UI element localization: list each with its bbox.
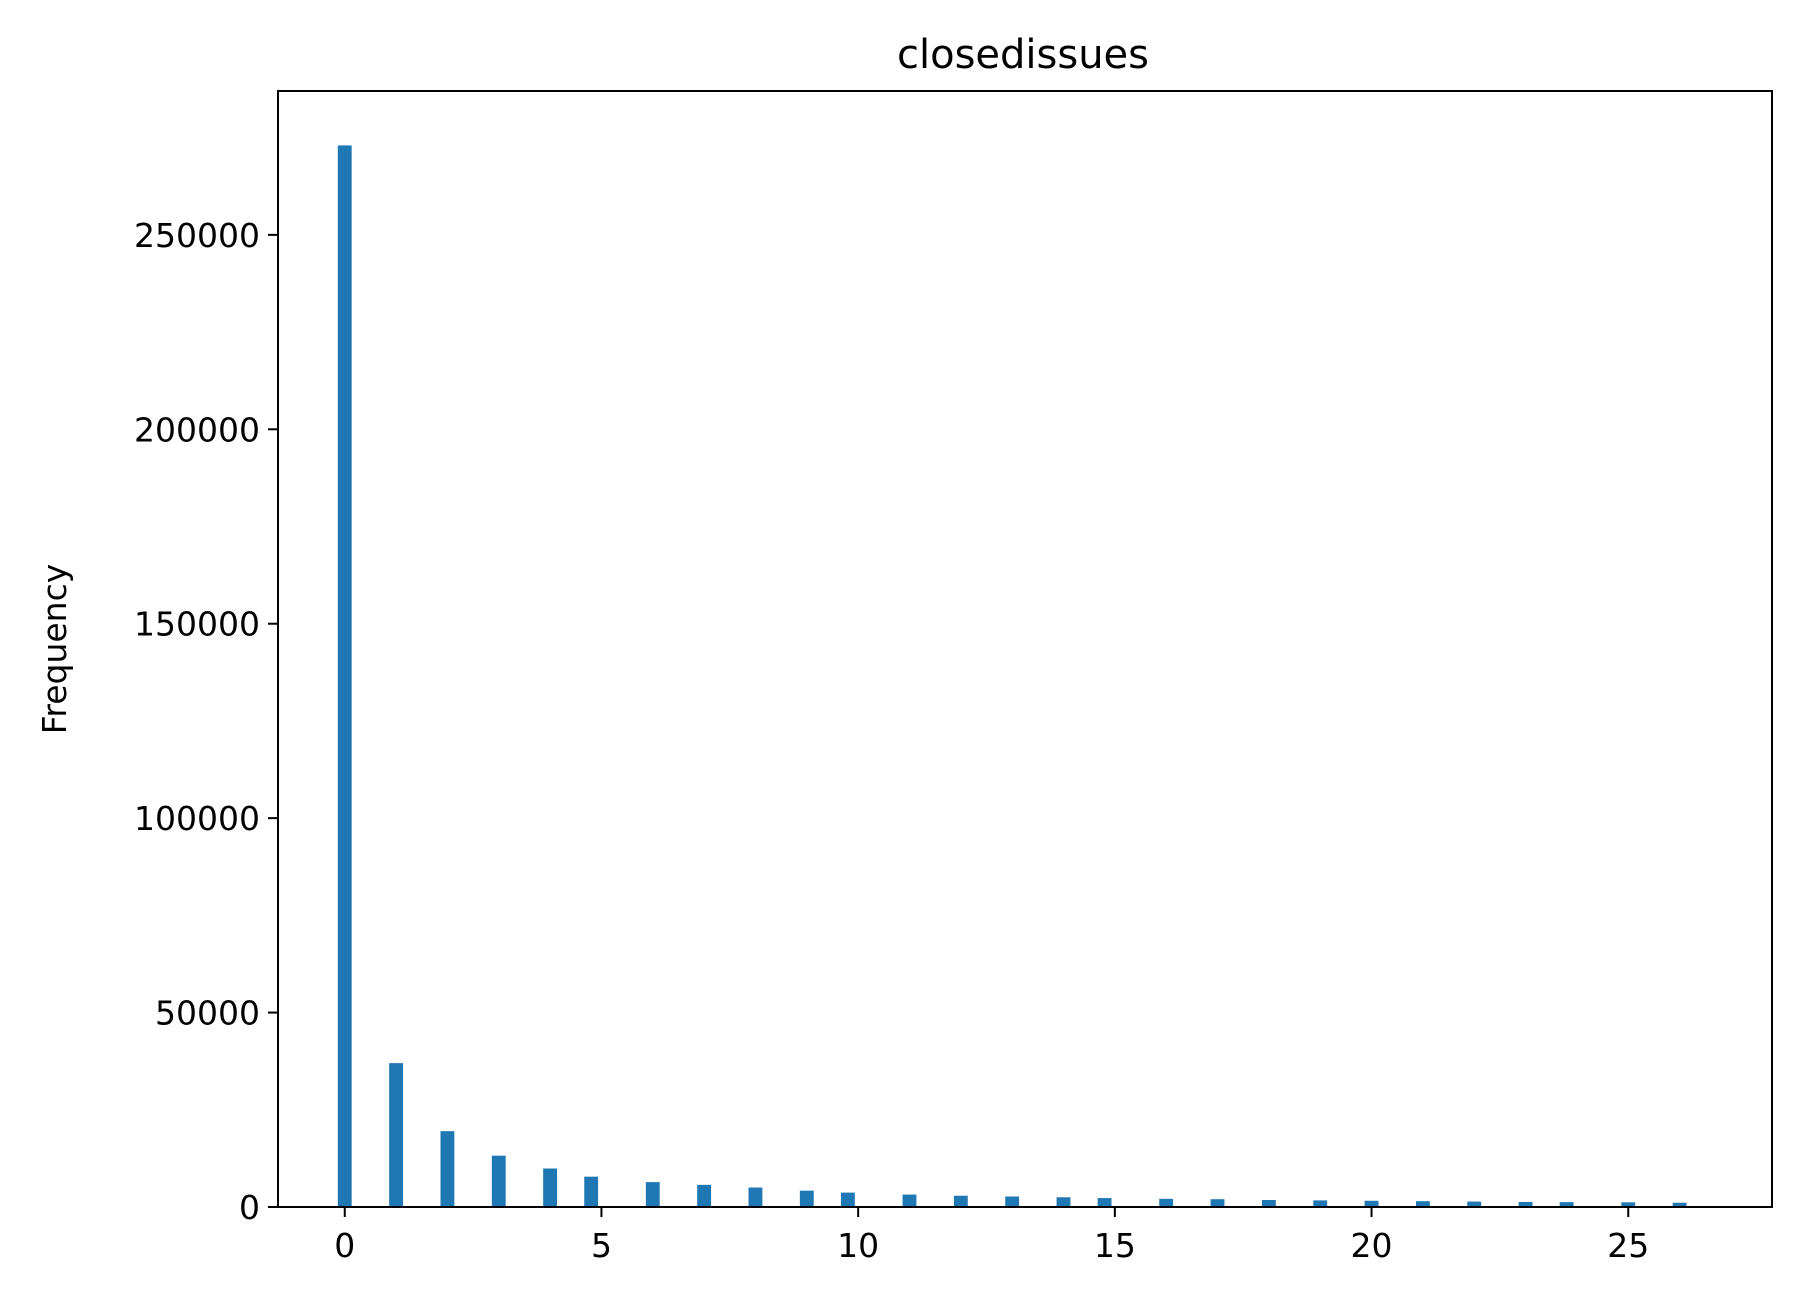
bar	[1097, 1198, 1112, 1207]
bar	[1467, 1201, 1482, 1207]
bar	[1559, 1202, 1574, 1207]
bar	[1518, 1201, 1533, 1207]
y-tick-label: 50000	[155, 994, 260, 1033]
bar	[902, 1194, 917, 1207]
x-tick-label: 15	[1094, 1226, 1136, 1265]
bar	[697, 1184, 712, 1207]
bar	[337, 145, 352, 1208]
x-axis: 0 5 10 15 20 25	[334, 1207, 1649, 1265]
y-axis-label: Frequency	[35, 564, 74, 734]
bar	[1005, 1196, 1020, 1207]
x-tick-label: 20	[1351, 1226, 1393, 1265]
bar	[1210, 1199, 1225, 1207]
x-tick-label: 0	[334, 1226, 355, 1265]
bar	[543, 1168, 558, 1207]
bar	[584, 1176, 599, 1207]
bar	[1159, 1198, 1174, 1207]
y-tick-label: 150000	[134, 605, 260, 644]
bar	[491, 1155, 506, 1207]
bars-group	[337, 145, 1687, 1208]
plot-frame	[277, 90, 1773, 1208]
bar	[953, 1195, 968, 1207]
bar	[1364, 1200, 1379, 1207]
x-tick-label: 25	[1607, 1226, 1649, 1265]
bar	[1056, 1197, 1071, 1207]
bar	[1261, 1200, 1276, 1207]
y-tick-label: 200000	[134, 410, 260, 449]
bar	[840, 1192, 855, 1207]
bar	[799, 1190, 814, 1207]
bar	[645, 1182, 660, 1207]
bar	[1621, 1202, 1636, 1207]
x-tick-label: 10	[837, 1226, 879, 1265]
bar	[1672, 1202, 1687, 1207]
bar	[389, 1063, 404, 1207]
y-tick-label: 0	[239, 1188, 260, 1227]
chart-title: closedissues	[897, 32, 1149, 78]
y-tick-label: 250000	[134, 216, 260, 255]
x-tick-label: 5	[591, 1226, 612, 1265]
bar	[440, 1131, 455, 1207]
bar	[1415, 1201, 1430, 1207]
bar	[748, 1187, 763, 1207]
y-axis: 0 50000 100000 150000 200000 250000	[134, 216, 278, 1227]
bar	[1313, 1200, 1328, 1207]
y-tick-label: 100000	[134, 799, 260, 838]
